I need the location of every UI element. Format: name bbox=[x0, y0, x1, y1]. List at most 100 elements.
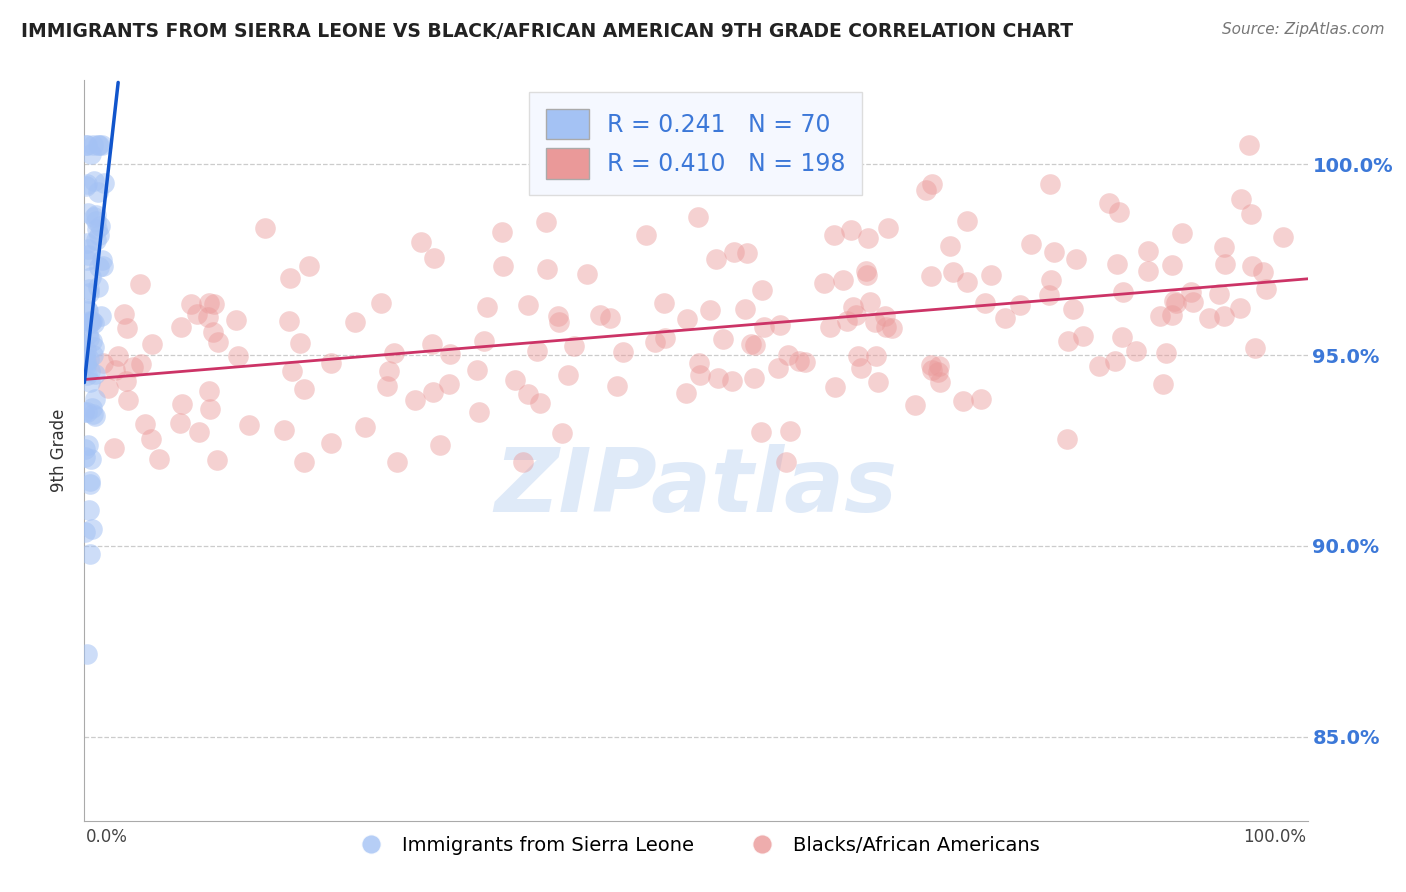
Point bbox=[793, 355, 815, 369]
Point bbox=[238, 418, 260, 433]
Point bbox=[859, 295, 882, 310]
Point bbox=[73, 405, 96, 419]
Point bbox=[875, 320, 897, 334]
Point bbox=[134, 417, 156, 431]
Point bbox=[86, 221, 108, 235]
Text: IMMIGRANTS FROM SIERRA LEONE VS BLACK/AFRICAN AMERICAN 9TH GRADE CORRELATION CHA: IMMIGRANTS FROM SIERRA LEONE VS BLACK/AF… bbox=[21, 22, 1073, 41]
Point bbox=[1161, 308, 1184, 322]
Point bbox=[920, 358, 942, 372]
Point bbox=[956, 213, 979, 227]
Point bbox=[824, 380, 846, 394]
Point bbox=[734, 301, 756, 316]
Point bbox=[76, 138, 98, 153]
Point bbox=[122, 359, 145, 374]
Point bbox=[82, 348, 104, 362]
Point bbox=[375, 378, 398, 392]
Point bbox=[75, 343, 97, 357]
Point bbox=[439, 347, 461, 361]
Point bbox=[855, 264, 877, 278]
Point bbox=[779, 424, 801, 438]
Point bbox=[472, 334, 495, 349]
Point bbox=[952, 394, 974, 409]
Point bbox=[929, 375, 952, 389]
Point bbox=[420, 337, 443, 351]
Point bbox=[423, 251, 446, 265]
Point bbox=[75, 355, 97, 369]
Point bbox=[465, 363, 488, 377]
Point bbox=[82, 407, 104, 421]
Point bbox=[707, 370, 730, 384]
Point bbox=[868, 375, 890, 389]
Point bbox=[115, 321, 138, 335]
Point bbox=[865, 315, 887, 329]
Point bbox=[699, 303, 721, 318]
Point bbox=[1229, 301, 1251, 315]
Point bbox=[1062, 302, 1084, 317]
Point bbox=[79, 547, 101, 561]
Point bbox=[298, 259, 321, 273]
Text: 100.0%: 100.0% bbox=[1243, 829, 1306, 847]
Point bbox=[1042, 244, 1064, 259]
Point bbox=[89, 138, 111, 153]
Point bbox=[278, 314, 301, 328]
Point bbox=[197, 310, 219, 324]
Point bbox=[76, 248, 98, 262]
Point bbox=[80, 334, 103, 349]
Point bbox=[225, 313, 247, 327]
Point bbox=[865, 349, 887, 363]
Point bbox=[1098, 196, 1121, 211]
Point bbox=[1108, 205, 1130, 219]
Point bbox=[1256, 283, 1278, 297]
Point bbox=[1064, 252, 1087, 266]
Point bbox=[688, 356, 710, 370]
Point bbox=[475, 300, 498, 314]
Point bbox=[288, 336, 311, 351]
Text: ZIPatlas: ZIPatlas bbox=[495, 444, 897, 531]
Point bbox=[226, 349, 249, 363]
Point bbox=[77, 285, 100, 300]
Point bbox=[76, 301, 98, 316]
Point bbox=[77, 331, 100, 345]
Point bbox=[606, 378, 628, 392]
Point bbox=[1104, 354, 1126, 368]
Point bbox=[1112, 285, 1135, 300]
Point bbox=[82, 401, 104, 416]
Point bbox=[735, 246, 758, 260]
Point bbox=[170, 397, 193, 411]
Text: Source: ZipAtlas.com: Source: ZipAtlas.com bbox=[1222, 22, 1385, 37]
Point bbox=[83, 367, 105, 381]
Point bbox=[846, 349, 869, 363]
Point bbox=[86, 138, 108, 153]
Point bbox=[751, 283, 773, 297]
Point bbox=[1213, 257, 1236, 271]
Point bbox=[117, 392, 139, 407]
Point bbox=[75, 138, 97, 153]
Point bbox=[856, 231, 879, 245]
Point bbox=[107, 349, 129, 363]
Point bbox=[114, 307, 136, 321]
Point bbox=[180, 297, 202, 311]
Point bbox=[253, 220, 276, 235]
Point bbox=[877, 221, 900, 235]
Legend: Immigrants from Sierra Leone, Blacks/African Americans: Immigrants from Sierra Leone, Blacks/Afr… bbox=[344, 828, 1047, 863]
Point bbox=[529, 396, 551, 410]
Point bbox=[689, 368, 711, 382]
Point bbox=[492, 259, 515, 273]
Point bbox=[1198, 310, 1220, 325]
Point bbox=[87, 280, 110, 294]
Point bbox=[131, 357, 153, 371]
Point bbox=[835, 313, 858, 327]
Point bbox=[319, 436, 342, 450]
Point bbox=[1039, 178, 1062, 192]
Point bbox=[787, 354, 810, 368]
Point bbox=[927, 365, 949, 379]
Point bbox=[1213, 240, 1236, 254]
Point bbox=[207, 453, 229, 467]
Point bbox=[994, 311, 1017, 326]
Point bbox=[76, 647, 98, 661]
Point bbox=[723, 244, 745, 259]
Point bbox=[551, 425, 574, 440]
Point bbox=[83, 210, 105, 224]
Point bbox=[956, 275, 979, 289]
Point bbox=[1161, 258, 1184, 272]
